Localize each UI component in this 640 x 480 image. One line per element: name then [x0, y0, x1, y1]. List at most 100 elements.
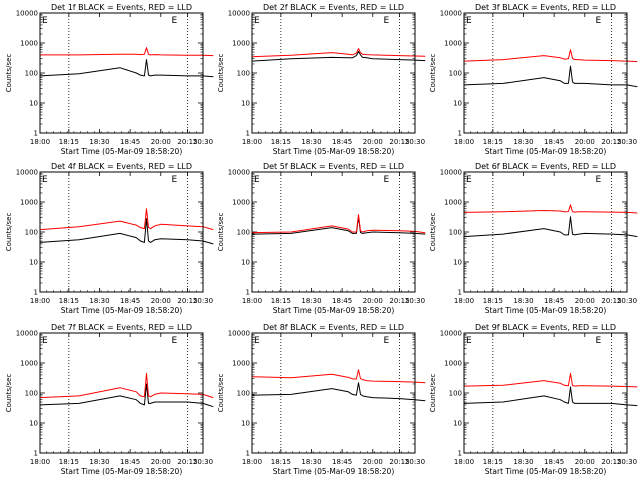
x-tick-label: 20:30	[617, 138, 637, 146]
x-tick-label: 18:15	[59, 138, 79, 146]
x-axis-label: Start Time (05-Mar-09 18:58:20)	[485, 467, 607, 476]
x-tick-label: 18:00	[30, 138, 50, 146]
panel-title: Det 9f BLACK = Events, RED = LLD	[475, 323, 616, 332]
x-tick-label: 20:00	[575, 297, 595, 305]
y-tick-label: 10	[241, 420, 250, 428]
y-tick-label: 1	[246, 450, 250, 458]
x-axis-label: Start Time (05-Mar-09 18:58:20)	[61, 306, 183, 315]
x-tick-label: 18:30	[301, 458, 321, 466]
marker-label: E	[596, 336, 602, 346]
y-tick-label: 1	[246, 289, 250, 297]
x-tick-label: 18:15	[59, 297, 79, 305]
y-axis-label: Counts/sec	[429, 54, 437, 93]
y-tick-label: 10	[241, 259, 250, 267]
x-tick-label: 20:30	[193, 138, 213, 146]
y-tick-label: 10000	[228, 330, 250, 338]
series-line-events	[39, 383, 214, 408]
y-tick-label: 100	[449, 70, 462, 78]
panel-det-7: Det 7f BLACK = Events, RED = LLD Counts/s…	[5, 323, 214, 476]
x-tick-label: 20:15	[601, 138, 621, 146]
y-tick-label: 100	[237, 70, 250, 78]
series-line-events	[251, 51, 426, 62]
y-tick-label: 1000	[20, 360, 38, 368]
marker-label: E	[172, 16, 178, 26]
series-line-events	[463, 386, 638, 407]
marker-label: E	[466, 175, 472, 185]
y-tick-label: 1000	[444, 199, 462, 207]
x-axis-label: Start Time (05-Mar-09 18:58:20)	[61, 467, 183, 476]
x-tick-label: 20:15	[389, 138, 409, 146]
series-line-events	[251, 216, 426, 235]
x-tick-label: 18:15	[483, 138, 503, 146]
x-tick-label: 20:00	[363, 297, 383, 305]
y-tick-label: 10	[29, 259, 38, 267]
y-tick-label: 10000	[16, 169, 38, 177]
y-tick-label: 10000	[228, 169, 250, 177]
x-tick-label: 18:45	[544, 458, 564, 466]
x-tick-label: 20:15	[177, 297, 197, 305]
y-tick-label: 10000	[440, 169, 462, 177]
y-tick-label: 10	[453, 259, 462, 267]
y-tick-label: 1	[34, 289, 38, 297]
y-axis-label: Counts/sec	[429, 374, 437, 413]
y-tick-label: 1	[458, 450, 462, 458]
y-tick-label: 1000	[232, 199, 250, 207]
x-tick-label: 18:00	[454, 138, 474, 146]
y-tick-label: 1000	[20, 199, 38, 207]
panel-title: Det 8f BLACK = Events, RED = LLD	[263, 323, 404, 332]
y-tick-label: 1	[458, 130, 462, 138]
x-tick-label: 18:15	[271, 458, 291, 466]
y-tick-label: 1	[246, 130, 250, 138]
series-line-events	[39, 59, 214, 78]
x-tick-label: 18:45	[544, 297, 564, 305]
x-tick-label: 18:30	[89, 458, 109, 466]
y-tick-label: 1	[458, 289, 462, 297]
marker-label: E	[384, 336, 390, 346]
series-line-events	[463, 65, 638, 88]
x-axis-label: Start Time (05-Mar-09 18:58:20)	[61, 147, 183, 156]
x-axis-label: Start Time (05-Mar-09 18:58:20)	[485, 306, 607, 315]
x-tick-label: 18:45	[544, 138, 564, 146]
x-axis-label: Start Time (05-Mar-09 18:58:20)	[273, 467, 395, 476]
y-tick-label: 1000	[232, 360, 250, 368]
x-tick-label: 20:00	[151, 297, 171, 305]
y-tick-label: 10000	[440, 330, 462, 338]
x-tick-label: 18:00	[30, 297, 50, 305]
y-axis-label: Counts/sec	[429, 213, 437, 252]
x-tick-label: 18:45	[332, 138, 352, 146]
x-tick-label: 20:15	[389, 458, 409, 466]
y-tick-label: 100	[237, 229, 250, 237]
x-tick-label: 20:30	[617, 458, 637, 466]
panel-title: Det 5f BLACK = Events, RED = LLD	[263, 162, 404, 171]
series-line-lld	[39, 208, 214, 231]
series-line-lld	[251, 48, 426, 58]
x-tick-label: 20:15	[601, 297, 621, 305]
x-tick-label: 18:45	[120, 138, 140, 146]
x-tick-label: 20:15	[601, 458, 621, 466]
y-axis-label: Counts/sec	[217, 213, 225, 252]
x-tick-label: 18:15	[483, 458, 503, 466]
panel-title: Det 1f BLACK = Events, RED = LLD	[51, 3, 192, 12]
x-tick-label: 18:45	[332, 297, 352, 305]
x-tick-label: 18:00	[242, 458, 262, 466]
y-tick-label: 10000	[16, 330, 38, 338]
x-tick-label: 18:30	[89, 297, 109, 305]
marker-label: E	[466, 336, 472, 346]
marker-label: E	[42, 16, 48, 26]
x-tick-label: 18:15	[483, 297, 503, 305]
x-tick-label: 18:15	[271, 297, 291, 305]
x-tick-label: 18:00	[242, 297, 262, 305]
x-tick-label: 20:00	[363, 138, 383, 146]
x-tick-label: 18:15	[271, 138, 291, 146]
marker-label: E	[596, 175, 602, 185]
series-line-events	[463, 216, 638, 238]
y-tick-label: 1	[34, 130, 38, 138]
plot-frame	[463, 171, 628, 293]
x-tick-label: 20:30	[405, 138, 425, 146]
x-tick-label: 20:00	[575, 138, 595, 146]
x-tick-label: 20:30	[405, 297, 425, 305]
marker-label: E	[384, 16, 390, 26]
y-tick-label: 100	[25, 70, 38, 78]
series-line-lld	[463, 49, 638, 63]
x-tick-label: 20:00	[363, 458, 383, 466]
